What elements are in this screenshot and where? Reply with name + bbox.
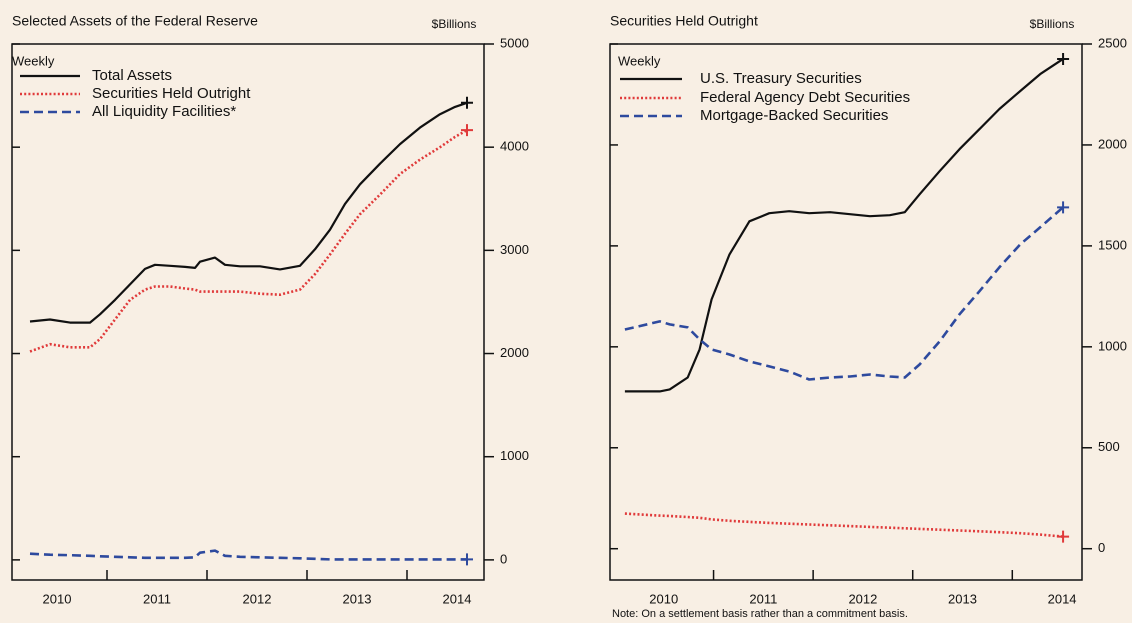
end-marker [461,96,473,109]
series-line [624,512,1064,538]
x-tick-label: 2014 [443,591,472,606]
chart-title: Securities Held Outright [610,13,758,29]
x-tick-label: 2013 [343,591,372,606]
series-line [624,57,1064,393]
legend-label: Mortgage-Backed Securities [700,107,888,124]
chart-title: Selected Assets of the Federal Reserve [12,13,258,29]
series-line [29,549,467,561]
y-tick-label: 5000 [500,35,529,50]
series-line [29,129,468,353]
y-tick-label: 1000 [1098,338,1127,353]
end-marker [461,553,473,566]
legend-title: Weekly [12,53,55,68]
y-axis-label: $Billions [1030,17,1075,31]
x-tick-label: 2012 [243,591,272,606]
y-tick-label: 2000 [1098,136,1127,151]
note: Note: On a settlement basis rather than … [612,608,908,620]
x-tick-label: 2014 [1048,591,1077,606]
legend-label: U.S. Treasury Securities [700,70,862,87]
y-tick-label: 1500 [1098,237,1127,252]
legend-label: All Liquidity Facilities* [92,103,236,120]
y-tick-label: 3000 [500,242,529,257]
series-line [624,206,1064,381]
end-marker [1057,201,1070,214]
y-tick-label: 4000 [500,139,529,154]
x-tick-label: 2011 [143,591,171,606]
plot-frame [609,43,1083,581]
x-tick-label: 2010 [649,591,678,606]
end-marker [1057,52,1070,65]
x-tick-label: 2010 [43,591,72,606]
end-marker [1057,530,1070,543]
plot-frame [11,43,485,581]
y-tick-label: 2500 [1098,35,1127,50]
y-axis-label: $Billions [432,17,477,31]
x-tick-label: 2012 [848,591,877,606]
x-tick-label: 2013 [948,591,977,606]
y-tick-label: 1000 [500,448,529,463]
y-tick-label: 2000 [500,345,529,360]
y-tick-label: 500 [1098,439,1120,454]
legend-label: Total Assets [92,67,172,84]
legend-title: Weekly [618,53,661,68]
series-line [29,101,468,324]
legend-label: Federal Agency Debt Securities [700,89,910,106]
end-marker [461,124,473,137]
y-tick-label: 0 [500,551,507,566]
x-tick-label: 2011 [749,591,777,606]
y-tick-label: 0 [1098,540,1105,555]
legend-label: Securities Held Outright [92,85,251,102]
